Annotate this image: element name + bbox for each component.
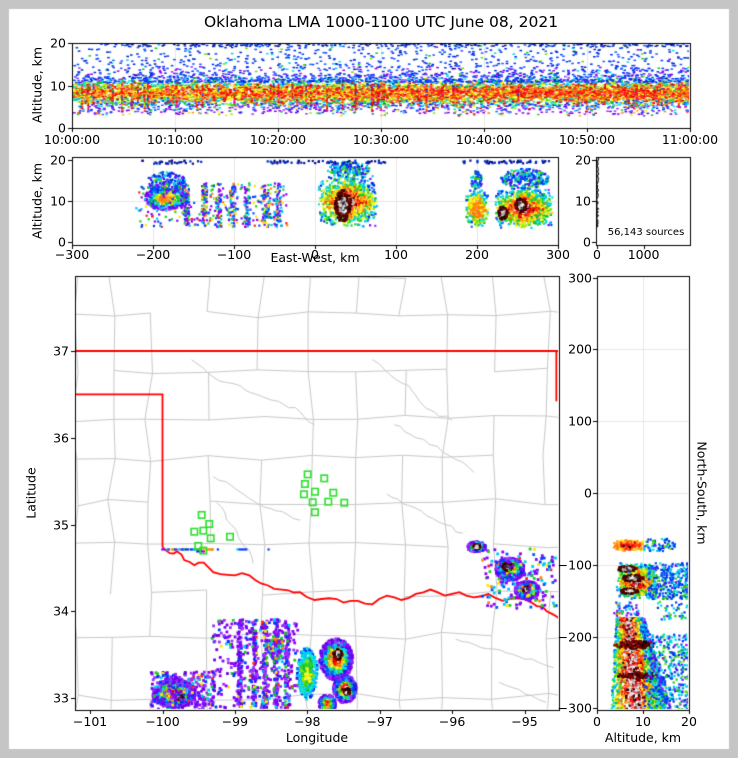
tick-label-hist-alt: 20 — [575, 152, 591, 167]
tick-label-ew: 0 — [311, 247, 319, 262]
tick-label-hist-alt: 0 — [583, 234, 591, 249]
tick-label-longitude: −99 — [221, 714, 249, 729]
axis-label-latitude: Latitude — [23, 467, 39, 519]
tick-label-hist-alt: 10 — [575, 193, 591, 208]
tick-label-longitude: −98 — [294, 714, 321, 729]
tick-label-hist-count: 0 — [593, 247, 601, 262]
tick-label-longitude: −100 — [145, 714, 180, 729]
tick-label-time: 10:40:00 — [455, 132, 513, 147]
tick-label-hist-count: 1000 — [627, 247, 660, 262]
tick-label-alt-top: 20 — [50, 35, 66, 51]
tick-label-alt-ns: 20 — [681, 714, 697, 729]
tick-label-alt-top: 0 — [58, 120, 66, 136]
tick-label-time: 10:20:00 — [249, 132, 307, 147]
tick-label-ns: 200 — [568, 341, 592, 357]
tick-label-ew: 100 — [384, 247, 408, 262]
axis-label-north-south: North-South, km — [694, 441, 710, 545]
tick-label-alt-ew: 0 — [58, 234, 66, 249]
tick-label-alt-ew: 20 — [50, 152, 66, 167]
tick-label-longitude: −96 — [438, 714, 466, 729]
page-title: Oklahoma LMA 1000-1100 UTC June 08, 2021 — [203, 13, 559, 31]
tick-label-time: 10:00:00 — [43, 132, 101, 147]
axis-label-altitude-ns: Altitude, km — [604, 730, 682, 745]
tick-label-latitude: 37 — [53, 343, 69, 359]
tick-label-latitude: 36 — [53, 430, 69, 446]
tick-label-longitude: −101 — [72, 714, 108, 729]
tick-label-longitude: −95 — [511, 714, 538, 729]
tick-label-ns: −200 — [557, 629, 592, 645]
tick-label-time: 10:50:00 — [558, 132, 616, 147]
tick-label-ns: 0 — [584, 485, 592, 501]
axis-label-altitude-top: Altitude, km — [29, 46, 45, 124]
tick-label-latitude: 33 — [53, 690, 69, 706]
tick-label-ew: 200 — [465, 247, 489, 262]
tick-label-time: 10:10:00 — [146, 132, 204, 147]
tick-label-latitude: 34 — [53, 603, 69, 619]
tick-label-alt-ns: 10 — [635, 714, 651, 729]
tick-label-alt-top: 10 — [50, 78, 66, 93]
tick-label-ew: 300 — [546, 247, 570, 262]
source-count-annotation: 56,143 sources — [607, 227, 685, 238]
tick-label-time: 11:00:00 — [661, 132, 719, 147]
tick-label-ns: 100 — [568, 413, 592, 429]
axis-label-altitude-ew: Altitude, km — [29, 162, 45, 240]
tick-label-ew: −200 — [135, 247, 171, 262]
tick-label-ns: 300 — [568, 270, 592, 285]
tick-label-time: 10:30:00 — [352, 132, 410, 147]
axis-label-east-west: East-West, km — [270, 250, 360, 265]
tick-label-longitude: −97 — [366, 714, 393, 729]
tick-label-alt-ns: 0 — [593, 714, 601, 729]
tick-label-ns: −100 — [557, 557, 592, 573]
tick-label-ew: −300 — [54, 247, 90, 262]
tick-label-alt-ew: 10 — [50, 193, 66, 208]
tick-label-ns: −300 — [557, 700, 592, 716]
axis-label-longitude: Longitude — [285, 730, 349, 745]
tick-label-latitude: 35 — [53, 517, 69, 532]
tick-label-ew: −100 — [216, 247, 252, 262]
